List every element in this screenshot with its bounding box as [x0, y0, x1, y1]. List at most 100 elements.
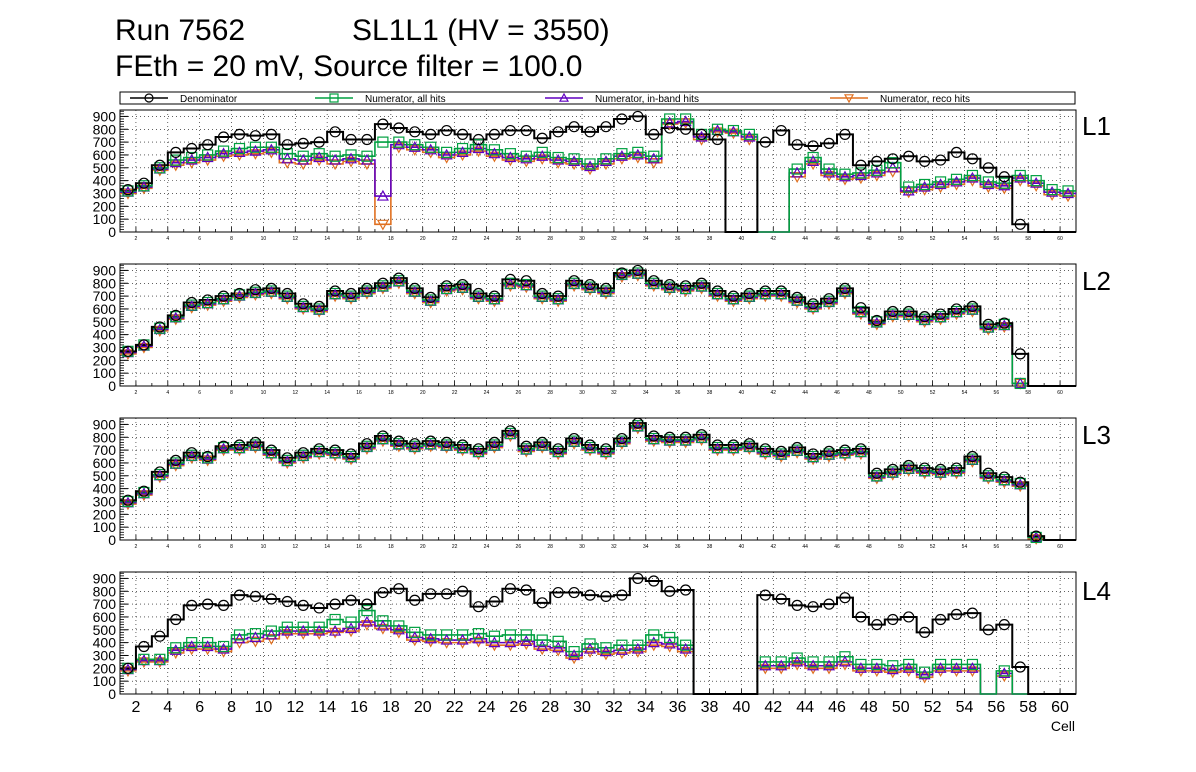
data-point: [632, 110, 644, 123]
data-point: [615, 154, 628, 166]
data-point: [950, 173, 963, 185]
data-point: [552, 449, 565, 461]
data-point: [217, 599, 230, 611]
data-point: [138, 177, 150, 189]
data-point: [552, 296, 565, 308]
data-point: [472, 290, 485, 302]
data-point: [249, 144, 262, 156]
x-tick-label: 54: [956, 699, 974, 716]
data-point: [297, 621, 309, 633]
data-point: [871, 314, 883, 327]
data-point: [265, 288, 278, 300]
data-point: [584, 647, 597, 658]
x-tick-label: 46: [834, 236, 840, 242]
data-point: [998, 183, 1011, 195]
data-point: [711, 285, 724, 297]
data-point: [902, 187, 915, 199]
data-point: [902, 466, 915, 477]
data-point: [919, 155, 931, 167]
data-point: [424, 297, 437, 309]
data-point: [408, 288, 421, 300]
data-point: [711, 127, 724, 139]
panel-label-L2: L2: [1082, 266, 1111, 296]
data-point: [1046, 184, 1058, 196]
data-point: [313, 629, 326, 640]
data-point: [345, 152, 358, 164]
data-point: [1014, 171, 1027, 183]
data-point: [807, 300, 819, 312]
data-point: [361, 133, 373, 146]
data-point: [631, 642, 644, 654]
data-point: [552, 151, 564, 164]
data-point: [249, 439, 262, 451]
data-point: [854, 173, 867, 185]
data-point: [552, 290, 564, 302]
data-point: [791, 441, 803, 454]
x-tick-label: 28: [547, 544, 553, 550]
data-point: [1014, 348, 1026, 360]
data-point: [854, 309, 867, 321]
x-tick-label: 22: [452, 544, 458, 550]
data-point: [1014, 176, 1027, 187]
data-point: [615, 648, 628, 660]
data-point: [934, 178, 947, 190]
data-point: [998, 177, 1010, 189]
x-tick-label: 44: [802, 236, 808, 242]
data-point: [919, 462, 931, 474]
data-point: [919, 311, 931, 323]
data-point: [265, 285, 277, 297]
data-point: [775, 451, 788, 463]
x-tick-label: 40: [739, 390, 745, 396]
data-point: [918, 468, 931, 480]
y-tick-label: 200: [93, 660, 117, 676]
data-point: [265, 450, 278, 462]
data-point: [536, 442, 549, 454]
data-point: [727, 439, 740, 451]
data-point: [313, 449, 326, 461]
data-point: [823, 163, 835, 175]
data-point: [393, 275, 405, 287]
data-point: [377, 280, 389, 292]
x-tick-label: 44: [796, 699, 814, 716]
data-point: [918, 185, 931, 196]
y-tick-label: 500: [93, 468, 117, 484]
chamber-title: SL1L1 (HV = 3550): [352, 14, 610, 47]
data-point: [154, 162, 166, 174]
data-point: [982, 470, 994, 482]
data-point: [265, 143, 278, 155]
x-tick-label: 52: [930, 236, 936, 242]
data-point: [345, 287, 357, 300]
data-point: [313, 602, 325, 614]
data-point: [536, 290, 548, 302]
data-point: [854, 449, 867, 461]
x-tick-label: 50: [898, 390, 904, 396]
data-point: [488, 290, 501, 302]
data-point: [185, 303, 198, 314]
y-tick-label: 100: [93, 211, 117, 227]
data-point: [791, 297, 804, 309]
data-point: [870, 166, 883, 178]
data-point: [345, 594, 357, 606]
data-point: [313, 621, 325, 633]
x-tick-label: 14: [324, 390, 330, 396]
data-point: [297, 447, 309, 459]
y-tick-label: 900: [93, 416, 117, 432]
x-tick-label: 4: [166, 544, 169, 550]
data-point: [122, 494, 134, 506]
data-point: [345, 290, 357, 302]
data-point: [504, 277, 516, 289]
data-point: [376, 623, 389, 635]
x-tick-label: 12: [292, 236, 298, 242]
data-point: [839, 128, 851, 140]
data-point: [1030, 181, 1043, 193]
data-point: [695, 280, 708, 292]
data-point: [138, 640, 150, 653]
x-tick-label: 60: [1057, 236, 1063, 242]
data-point: [950, 468, 963, 480]
data-point: [870, 666, 883, 678]
data-point: [170, 154, 182, 166]
data-point: [966, 450, 979, 463]
data-point: [743, 130, 756, 142]
data-point: [265, 593, 277, 605]
data-point: [408, 635, 421, 647]
